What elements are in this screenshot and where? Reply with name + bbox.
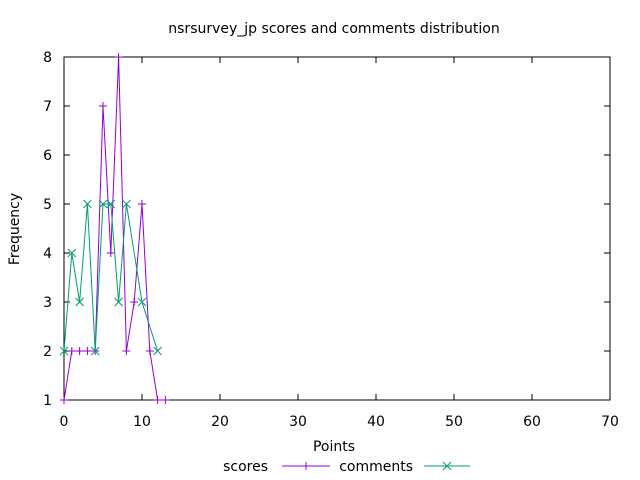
point-comments bbox=[153, 346, 162, 356]
point-scores bbox=[67, 347, 76, 355]
point-comments bbox=[122, 199, 131, 209]
y-axis-label: Frequency bbox=[7, 193, 23, 265]
point-comments bbox=[75, 297, 84, 307]
y-tick-label: 2 bbox=[43, 344, 52, 360]
point-comments bbox=[98, 199, 108, 209]
x-tick-label: 50 bbox=[445, 414, 463, 430]
legend: scores comments bbox=[223, 459, 470, 475]
point-scores bbox=[114, 53, 123, 61]
legend-marker-comments bbox=[442, 461, 452, 471]
point-scores bbox=[60, 396, 68, 404]
y-tick-label: 8 bbox=[43, 50, 52, 66]
x-tick-label: 10 bbox=[133, 414, 151, 430]
y-tick-label: 5 bbox=[43, 197, 52, 213]
legend-marker-scores bbox=[302, 462, 310, 470]
point-scores bbox=[130, 298, 139, 306]
point-comments bbox=[59, 346, 69, 356]
y-tick-label: 6 bbox=[43, 148, 52, 164]
y-tick-label: 3 bbox=[43, 295, 52, 311]
legend-label-comments: comments bbox=[339, 459, 413, 475]
y-tick-label: 1 bbox=[43, 393, 52, 409]
y-tick-label: 7 bbox=[43, 99, 52, 115]
point-comments bbox=[114, 297, 123, 307]
point-scores bbox=[153, 396, 162, 404]
point-scores bbox=[106, 249, 115, 257]
chart-title: nsrsurvey_jp scores and comments distrib… bbox=[168, 21, 499, 37]
y-axis: 1 2 3 4 5 6 7 8 bbox=[43, 50, 610, 409]
legend-label-scores: scores bbox=[223, 459, 268, 475]
point-comments bbox=[83, 199, 92, 209]
x-tick-label: 60 bbox=[523, 414, 541, 430]
point-comments bbox=[67, 248, 77, 258]
point-scores bbox=[138, 200, 146, 208]
x-tick-label: 30 bbox=[289, 414, 307, 430]
point-comments bbox=[106, 199, 116, 209]
x-tick-label: 40 bbox=[367, 414, 385, 430]
x-tick-label: 70 bbox=[601, 414, 619, 430]
point-scores bbox=[145, 347, 154, 355]
point-comments bbox=[137, 297, 147, 307]
x-tick-label: 20 bbox=[211, 414, 229, 430]
point-comments bbox=[90, 346, 100, 356]
x-tick-label: 0 bbox=[60, 414, 69, 430]
y-tick-label: 4 bbox=[43, 246, 52, 262]
x-axis-label: Points bbox=[313, 439, 355, 455]
point-scores bbox=[83, 347, 92, 355]
point-scores bbox=[122, 347, 131, 355]
point-scores bbox=[161, 396, 170, 404]
point-scores bbox=[99, 102, 107, 110]
x-axis: 0 10 20 30 40 50 60 70 bbox=[60, 57, 619, 430]
point-scores bbox=[75, 347, 84, 355]
plot-frame bbox=[63, 56, 611, 401]
series-layer bbox=[59, 53, 170, 404]
